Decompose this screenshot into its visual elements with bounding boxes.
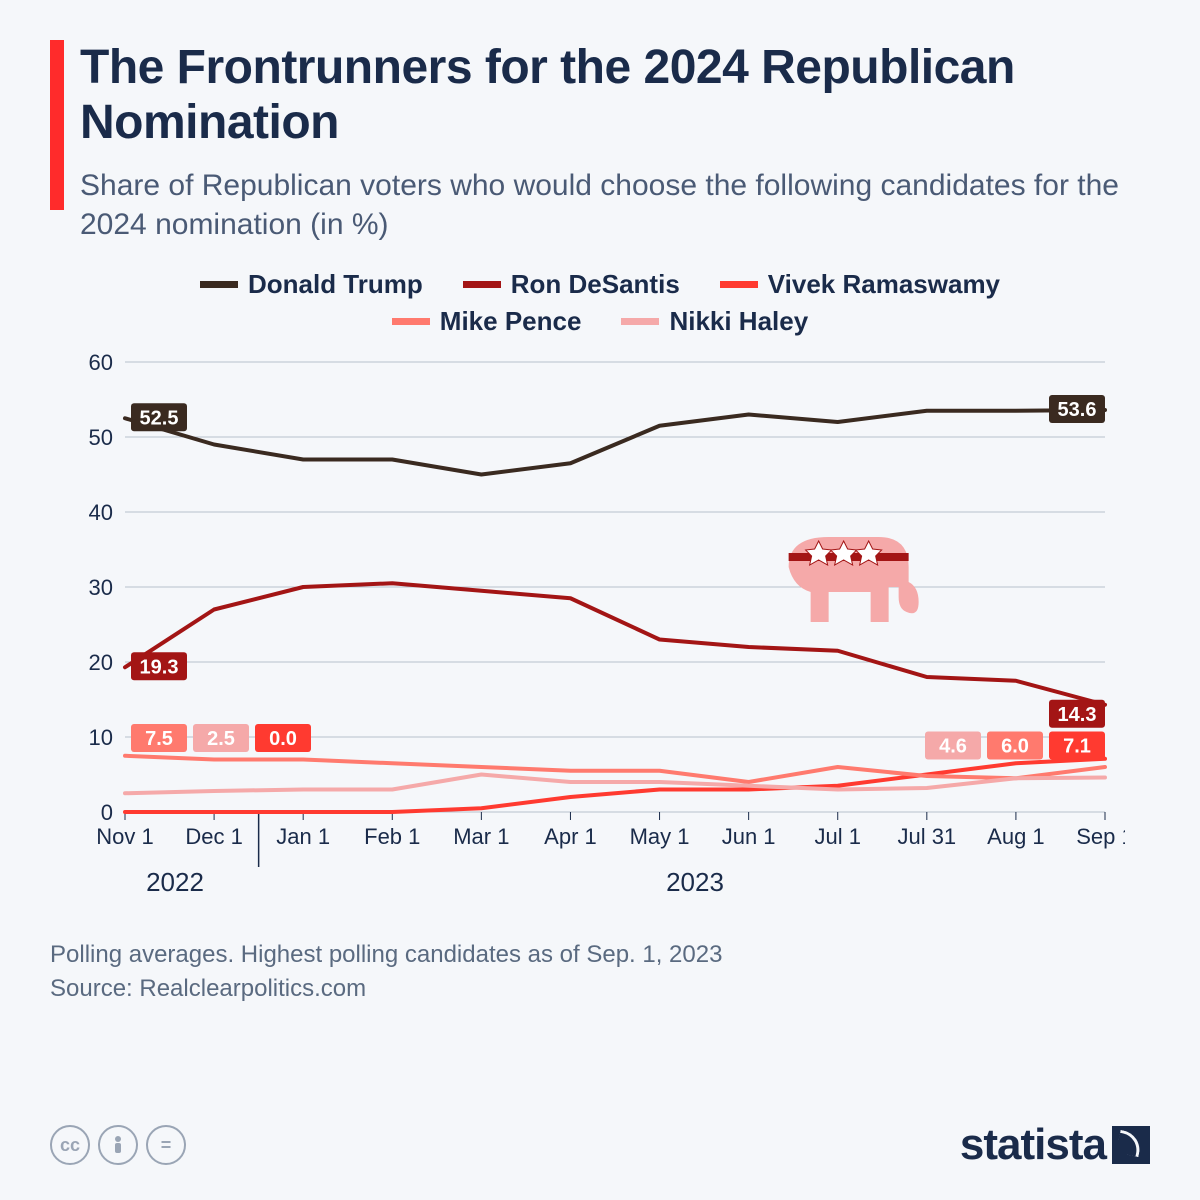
footnote-line: Source: Realclearpolitics.com bbox=[50, 975, 366, 1002]
svg-text:50: 50 bbox=[89, 425, 113, 450]
svg-text:40: 40 bbox=[89, 500, 113, 525]
by-icon bbox=[98, 1125, 138, 1165]
license-icons: cc = bbox=[50, 1125, 186, 1165]
legend-swatch bbox=[200, 281, 238, 288]
svg-text:60: 60 bbox=[89, 352, 113, 375]
svg-text:7.1: 7.1 bbox=[1063, 736, 1091, 758]
svg-text:Mar 1: Mar 1 bbox=[453, 824, 509, 849]
legend-label: Vivek Ramaswamy bbox=[768, 269, 1000, 300]
svg-text:Dec 1: Dec 1 bbox=[185, 824, 242, 849]
legend-label: Ron DeSantis bbox=[511, 269, 680, 300]
legend-item: Nikki Haley bbox=[621, 306, 808, 337]
line-chart: 0 10 20 30 40 50 60 Nov 1 Dec 1 Jan 1 Feb 1 Mar 1 Ap… bbox=[75, 352, 1125, 872]
svg-text:6.0: 6.0 bbox=[1001, 736, 1029, 758]
footnote: Polling averages. Highest polling candid… bbox=[50, 938, 1150, 1005]
svg-text:30: 30 bbox=[89, 575, 113, 600]
svg-text:20: 20 bbox=[89, 650, 113, 675]
legend-swatch bbox=[392, 318, 430, 325]
accent-bar bbox=[50, 40, 64, 210]
svg-text:52.5: 52.5 bbox=[140, 408, 179, 430]
nd-icon: = bbox=[146, 1125, 186, 1165]
page-title: The Frontrunners for the 2024 Republican… bbox=[80, 40, 1150, 150]
brand-logo: statista bbox=[960, 1120, 1150, 1170]
svg-text:Jul 1: Jul 1 bbox=[814, 824, 860, 849]
svg-text:0.0: 0.0 bbox=[269, 728, 297, 750]
brand-text: statista bbox=[960, 1120, 1106, 1170]
legend-item: Vivek Ramaswamy bbox=[720, 269, 1000, 300]
svg-text:4.6: 4.6 bbox=[939, 736, 967, 758]
svg-text:19.3: 19.3 bbox=[140, 657, 179, 679]
svg-text:Feb 1: Feb 1 bbox=[364, 824, 420, 849]
legend-label: Nikki Haley bbox=[669, 306, 808, 337]
svg-text:Nov 1: Nov 1 bbox=[96, 824, 153, 849]
svg-text:Apr 1: Apr 1 bbox=[544, 824, 597, 849]
svg-text:14.3: 14.3 bbox=[1058, 704, 1097, 726]
svg-text:Sep 1: Sep 1 bbox=[1076, 824, 1125, 849]
svg-text:53.6: 53.6 bbox=[1058, 399, 1097, 421]
svg-text:10: 10 bbox=[89, 725, 113, 750]
svg-text:Aug 1: Aug 1 bbox=[987, 824, 1045, 849]
page-subtitle: Share of Republican voters who would cho… bbox=[80, 166, 1150, 244]
svg-text:2.5: 2.5 bbox=[207, 728, 235, 750]
header: The Frontrunners for the 2024 Republican… bbox=[50, 40, 1150, 244]
chart-svg: 0 10 20 30 40 50 60 Nov 1 Dec 1 Jan 1 Feb 1 Mar 1 Ap… bbox=[75, 352, 1125, 872]
legend-item: Donald Trump bbox=[200, 269, 423, 300]
svg-text:7.5: 7.5 bbox=[145, 728, 173, 750]
legend-label: Mike Pence bbox=[440, 306, 582, 337]
svg-text:May 1: May 1 bbox=[630, 824, 690, 849]
legend-item: Ron DeSantis bbox=[463, 269, 680, 300]
legend: Donald Trump Ron DeSantis Vivek Ramaswam… bbox=[50, 269, 1150, 337]
svg-text:0: 0 bbox=[101, 800, 113, 825]
legend-swatch bbox=[463, 281, 501, 288]
footer: cc = statista bbox=[50, 1120, 1150, 1170]
svg-text:Jun 1: Jun 1 bbox=[722, 824, 776, 849]
cc-icon: cc bbox=[50, 1125, 90, 1165]
svg-text:Jul 31: Jul 31 bbox=[897, 824, 956, 849]
legend-swatch bbox=[621, 318, 659, 325]
legend-label: Donald Trump bbox=[248, 269, 423, 300]
legend-item: Mike Pence bbox=[392, 306, 582, 337]
legend-swatch bbox=[720, 281, 758, 288]
footnote-line: Polling averages. Highest polling candid… bbox=[50, 941, 722, 968]
svg-text:Jan 1: Jan 1 bbox=[276, 824, 330, 849]
brand-mark-icon bbox=[1112, 1126, 1150, 1164]
